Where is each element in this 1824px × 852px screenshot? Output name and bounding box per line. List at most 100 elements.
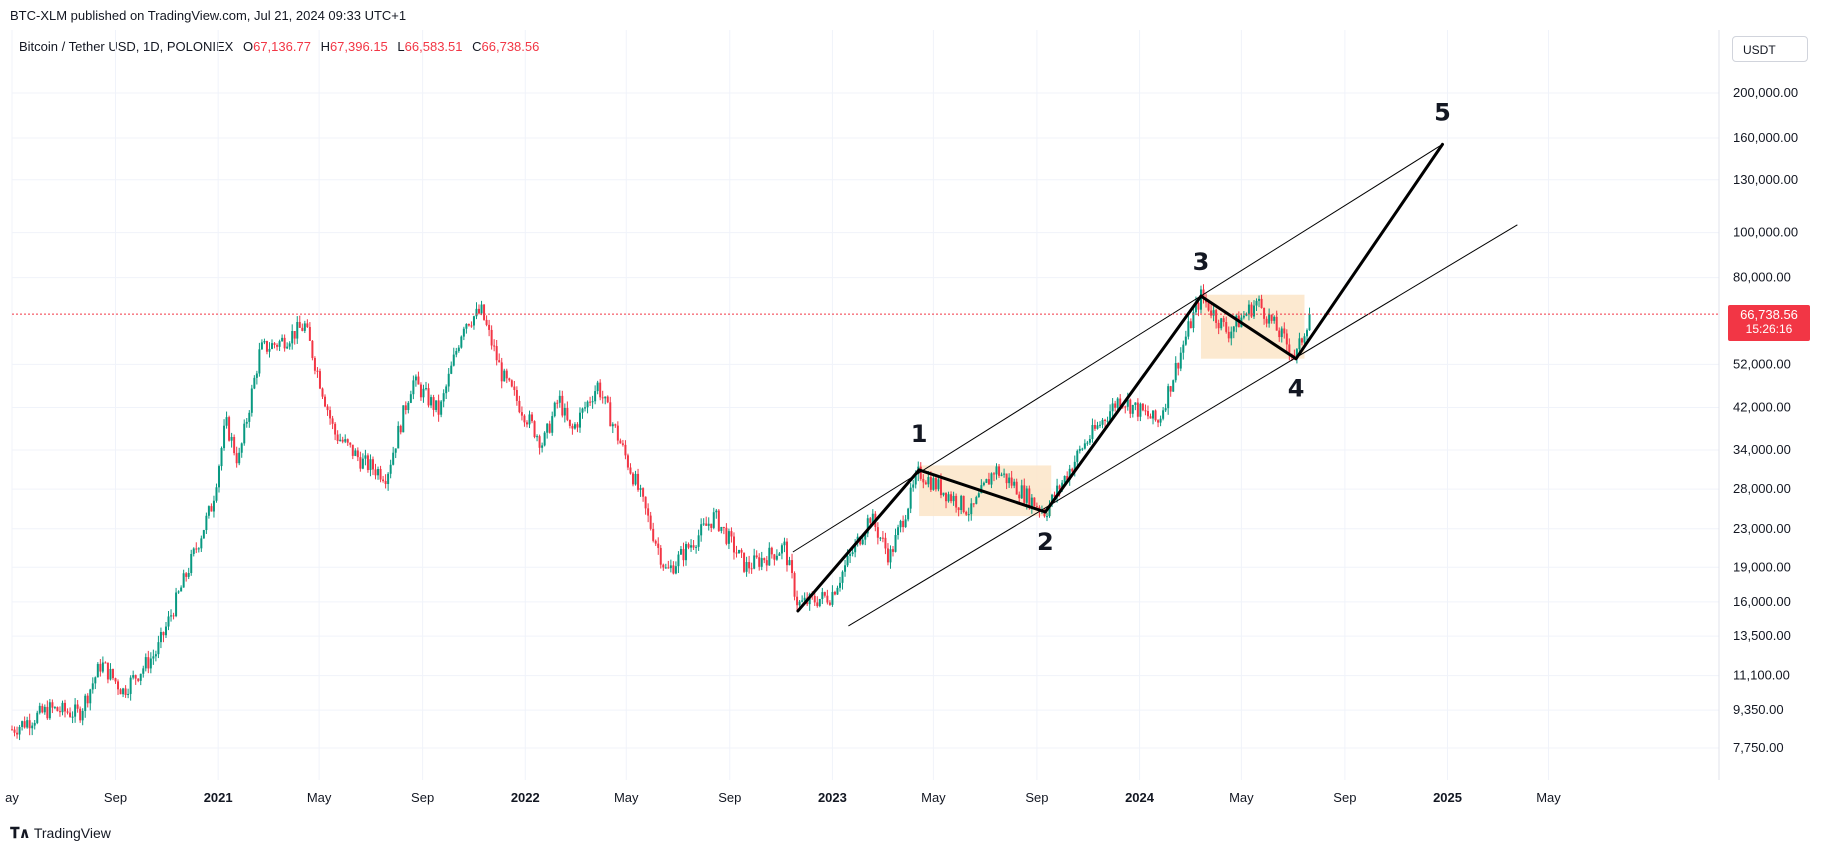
candle-body — [16, 732, 19, 735]
candle-body — [432, 397, 435, 410]
candle-body — [889, 549, 892, 563]
candle-body — [84, 695, 87, 711]
candle-body — [861, 539, 864, 545]
candle-body — [584, 407, 587, 409]
candle-body — [122, 688, 125, 695]
candle-body — [230, 436, 233, 441]
candle-body — [637, 473, 640, 490]
candle-body — [159, 632, 162, 643]
candle-body — [51, 702, 54, 708]
candle-body — [1164, 408, 1167, 411]
candle-body — [11, 729, 13, 731]
candle-body — [533, 421, 536, 438]
candle-body — [690, 545, 693, 548]
candle-body — [922, 478, 925, 483]
candle-body — [998, 466, 1001, 476]
footer[interactable]: 𝐓∧ TradingView — [10, 824, 111, 842]
candle-body — [876, 527, 879, 538]
candle-body — [303, 323, 306, 331]
candle-body — [331, 418, 334, 424]
candle-body — [18, 726, 21, 735]
candle-body — [316, 370, 319, 372]
candle-body — [523, 415, 526, 423]
candle-body — [616, 425, 619, 441]
candle-body — [442, 393, 445, 402]
candle-body — [833, 591, 836, 595]
candle-body — [69, 712, 72, 717]
candle-body — [48, 702, 51, 719]
candle-body — [965, 511, 968, 515]
candle-body — [614, 424, 617, 426]
candle-body — [74, 704, 77, 717]
candle-body — [1283, 328, 1286, 334]
candle-body — [1268, 314, 1271, 324]
candle-body — [324, 396, 327, 407]
candle-body — [147, 657, 150, 669]
candle-body — [503, 370, 506, 382]
candle-body — [1013, 481, 1016, 486]
candle-body — [407, 402, 410, 411]
wave-segment — [1294, 142, 1444, 361]
wave-label-1: 1 — [911, 420, 928, 448]
candle-body — [217, 466, 220, 488]
candle-body — [172, 615, 175, 617]
candle-body — [599, 382, 602, 398]
candle-body — [821, 592, 824, 599]
candle-body — [609, 402, 612, 427]
candle-body — [717, 510, 720, 531]
candle-body — [606, 396, 609, 403]
candle-body — [318, 371, 321, 389]
candle-body — [1177, 362, 1180, 369]
candle-body — [1288, 344, 1291, 355]
candle-body — [412, 380, 415, 395]
candle-body — [705, 523, 708, 526]
candle-body — [573, 424, 576, 429]
time-axis: ay Sep 2021 May Sep 2022 May Sep 2023 May Sep 2024 M… — [5, 790, 1561, 805]
candle-body — [96, 663, 99, 678]
candle-body — [869, 518, 872, 523]
candle-body — [763, 558, 766, 561]
candle-body — [1035, 506, 1038, 508]
candle-body — [117, 681, 120, 690]
candle-body — [753, 555, 756, 569]
candle-body — [1197, 302, 1200, 310]
candle-body — [1104, 419, 1107, 422]
candle-body — [1220, 318, 1223, 329]
candle-body — [801, 600, 804, 602]
candle-body — [334, 423, 337, 435]
candle-body — [1003, 473, 1006, 475]
candle-body — [591, 401, 594, 403]
candle-body — [568, 419, 571, 426]
candle-body — [912, 484, 915, 488]
candle-body — [76, 704, 79, 709]
candle-body — [1212, 310, 1215, 316]
candle-body — [374, 469, 377, 476]
candle-body — [1280, 328, 1283, 338]
candle-body — [796, 596, 799, 606]
candle-body — [71, 716, 74, 718]
candle-body — [816, 602, 819, 607]
candle-body — [725, 527, 728, 544]
candle-body — [541, 445, 544, 448]
candle-body — [1033, 497, 1036, 507]
candle-body — [975, 497, 978, 504]
candle-body — [377, 468, 380, 476]
candle-body — [1184, 336, 1187, 345]
candle-body — [1018, 494, 1021, 499]
candle-body — [326, 406, 329, 411]
candle-body — [1010, 477, 1013, 486]
candle-body — [1258, 298, 1261, 301]
currency-button[interactable]: USDT — [1732, 36, 1808, 62]
candle-body — [581, 408, 584, 413]
candle-body — [947, 494, 950, 502]
candle-body — [1101, 419, 1104, 425]
candle-body — [1230, 331, 1233, 339]
candle-body — [932, 478, 935, 490]
candle-body — [578, 412, 581, 428]
candle-body — [1106, 420, 1109, 422]
candle-body — [934, 478, 937, 490]
candle-body — [1058, 485, 1061, 490]
candle-body — [1225, 322, 1228, 332]
candle-body — [649, 515, 652, 529]
